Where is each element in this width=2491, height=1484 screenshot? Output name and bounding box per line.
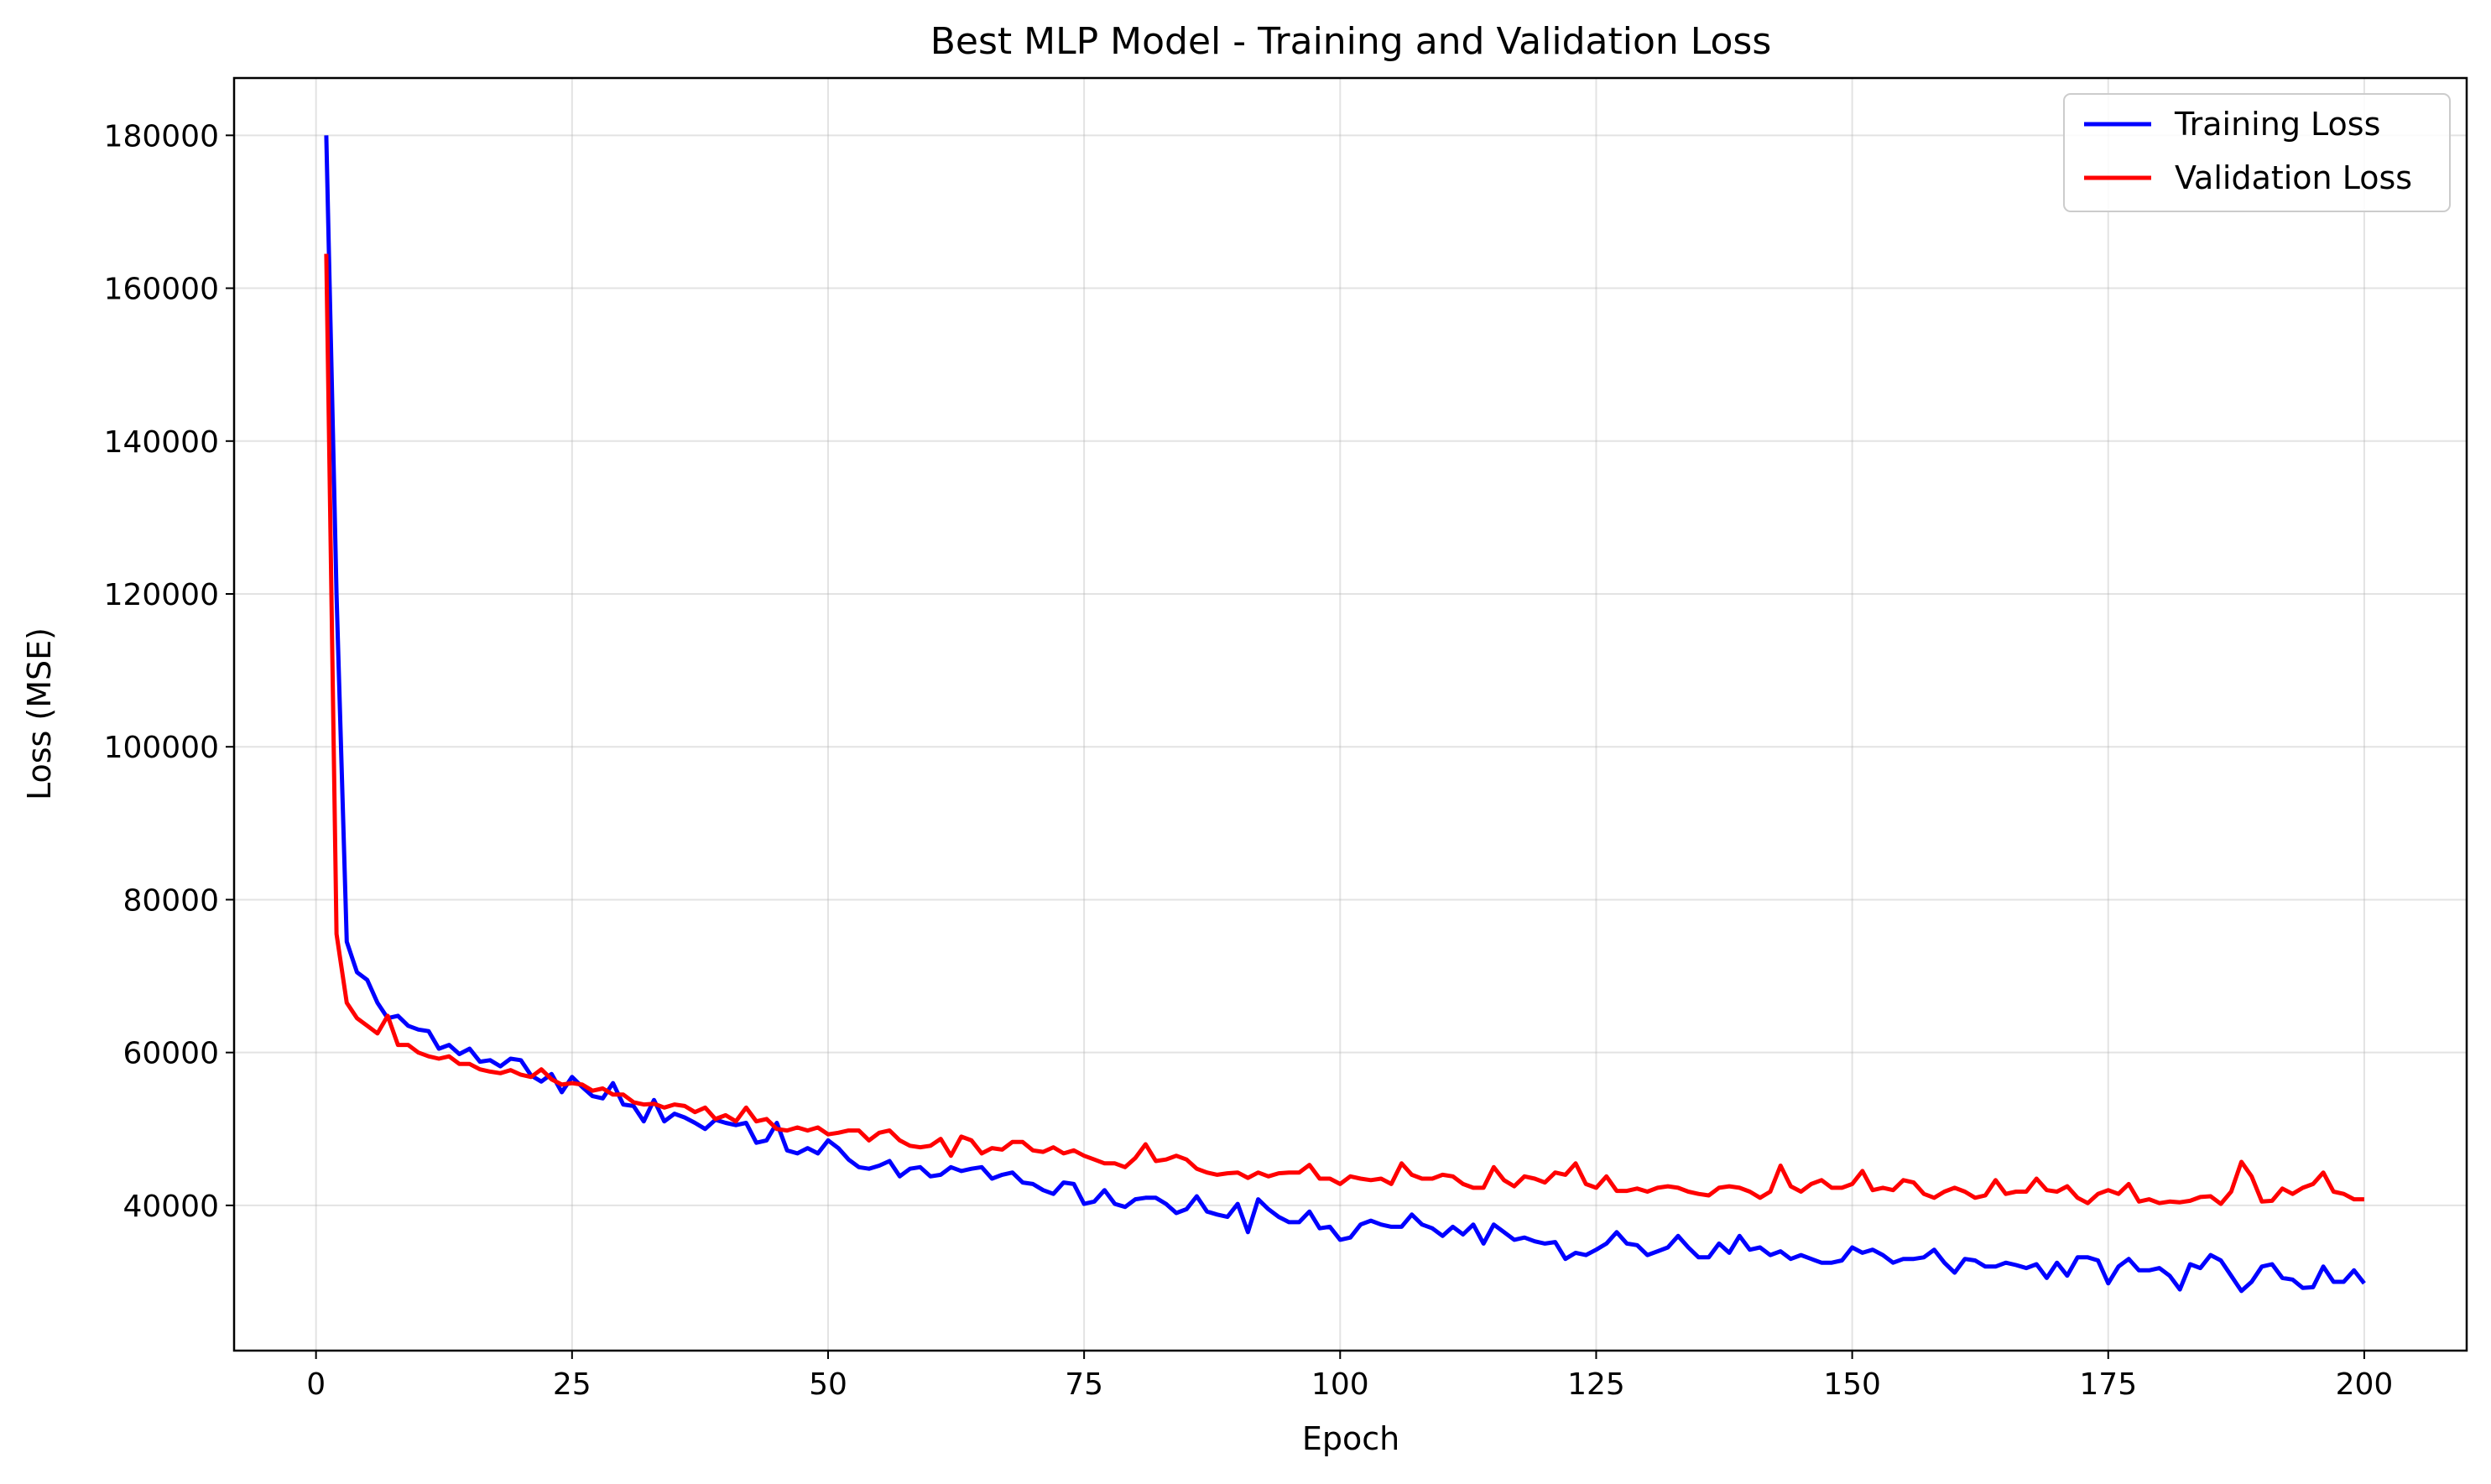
x-tick-label: 0 — [306, 1367, 326, 1402]
y-tick-label: 180000 — [104, 119, 219, 154]
y-axis-label: Loss (MSE) — [21, 627, 58, 800]
y-axis-ticks: 40000 60000 80000 100000 120000 140000 160000 1… — [104, 119, 234, 1224]
x-tick-label: 25 — [553, 1367, 591, 1402]
x-axis-label: Epoch — [1302, 1420, 1399, 1457]
x-tick-label: 200 — [2336, 1367, 2394, 1402]
y-tick-label: 40000 — [122, 1190, 219, 1224]
x-tick-label: 100 — [1311, 1367, 1369, 1402]
series-line-validation — [324, 253, 2364, 1206]
series-line-training — [324, 135, 2366, 1294]
x-tick-label: 150 — [1823, 1367, 1881, 1402]
y-tick-label: 160000 — [104, 273, 219, 307]
y-tick-label: 80000 — [122, 883, 219, 918]
y-tick-label: 100000 — [104, 731, 219, 765]
legend-label-training: Training Loss — [2174, 106, 2380, 143]
y-tick-label: 140000 — [104, 425, 219, 460]
y-tick-label: 120000 — [104, 578, 219, 612]
x-tick-label: 125 — [1567, 1367, 1625, 1402]
legend-box — [2063, 93, 2451, 212]
plot-frame — [232, 76, 2468, 1352]
y-tick-label: 60000 — [122, 1037, 219, 1071]
x-tick-label: 75 — [1065, 1367, 1103, 1402]
plot-area — [324, 135, 2366, 1294]
chart-title: Best MLP Model - Training and Validation… — [930, 20, 1772, 63]
grid-lines — [234, 78, 2467, 1351]
legend-label-validation: Validation Loss — [2175, 159, 2412, 196]
x-tick-label: 175 — [2079, 1367, 2137, 1402]
legend: Training Loss Validation Loss — [2063, 93, 2451, 212]
x-tick-label: 50 — [809, 1367, 847, 1402]
x-axis-ticks: 0 25 50 75 100 125 150 175 200 — [306, 1351, 2393, 1402]
